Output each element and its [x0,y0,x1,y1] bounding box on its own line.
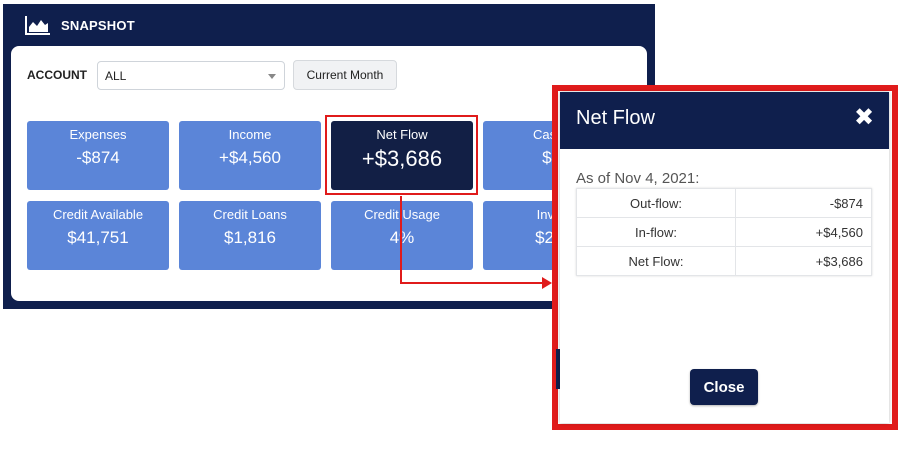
highlight-box [325,115,478,195]
net-flow-modal: Net Flow ✖ As of Nov 4, 2021: Out-flow: … [560,92,889,423]
row-label: Out-flow: [576,188,736,218]
table-row: Out-flow: -$874 [576,188,872,218]
arrow-right-icon [542,277,552,289]
net-flow-table: Out-flow: -$874 In-flow: +$4,560 Net Flo… [576,188,872,276]
snapshot-title: SNAPSHOT [61,17,135,33]
table-row: Net Flow: +$3,686 [576,246,872,276]
tile-net-flow[interactable]: Net Flow +$3,686 [331,121,473,190]
chevron-down-icon [268,74,276,79]
tile-income[interactable]: Income +$4,560 [179,121,321,190]
row-label: In-flow: [576,217,736,247]
row-label: Net Flow: [576,246,736,276]
tile-credit-usage[interactable]: Credit Usage 4% [331,201,473,270]
tile-value: $41,751 [67,228,129,247]
account-select[interactable]: ALL [97,61,285,90]
tile-value: 4% [331,228,473,248]
current-month-button[interactable]: Current Month [293,60,397,90]
tile-label: Credit Loans [213,207,287,222]
snapshot-body: ACCOUNT ALL Current Month Expenses -$874… [11,46,647,301]
account-label: ACCOUNT [27,68,87,82]
tile-value: +$4,560 [219,148,281,167]
table-row: In-flow: +$4,560 [576,217,872,247]
close-icon[interactable]: ✖ [853,104,875,131]
row-value: +$4,560 [735,217,872,247]
connector-line-horizontal [400,282,545,284]
tile-label: Credit Available [52,207,144,222]
backdrop-edge [556,349,560,389]
row-value: +$3,686 [735,246,872,276]
area-chart-icon [25,16,50,35]
row-value: -$874 [735,188,872,218]
snapshot-header: SNAPSHOT [25,12,135,38]
tile-label: Income [228,127,272,142]
tile-credit-available[interactable]: Credit Available $41,751 [27,201,169,270]
modal-title: Net Flow [576,107,655,129]
account-select-value: ALL [105,68,127,83]
tile-label: Expenses [69,127,127,142]
tile-expenses[interactable]: Expenses -$874 [27,121,169,190]
connector-line-vertical [400,196,402,283]
snapshot-panel: SNAPSHOT ACCOUNT ALL Current Month Expen… [3,4,655,309]
as-of-date: As of Nov 4, 2021: [576,170,700,187]
close-button[interactable]: Close [690,369,758,405]
tile-label: Net Flow [376,127,428,142]
tile-value: $1,816 [224,228,276,247]
tile-label: Credit Usage [364,207,440,222]
modal-header: Net Flow ✖ [560,92,889,149]
tile-value: +$3,686 [361,146,443,171]
tile-value: -$874 [76,148,120,167]
tile-credit-loans[interactable]: Credit Loans $1,816 [179,201,321,270]
